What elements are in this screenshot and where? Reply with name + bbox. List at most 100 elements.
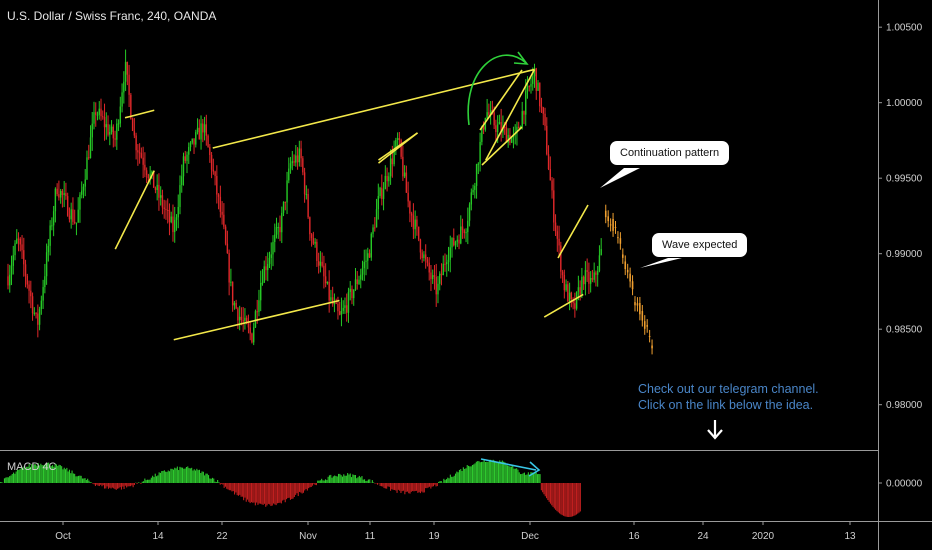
- macd-bar: [388, 483, 390, 487]
- macd-bar: [466, 465, 468, 483]
- candle-body-334: [593, 272, 595, 280]
- candle-body-131: [237, 308, 239, 321]
- candle-body-307: [546, 125, 548, 155]
- macd-bar: [76, 476, 78, 483]
- candle-body-300: [533, 68, 536, 77]
- macd-bar: [517, 469, 519, 483]
- macd-bar: [1, 482, 3, 483]
- candle-body-278: [495, 125, 497, 132]
- macd-bar: [314, 483, 316, 485]
- candle-body-110: [200, 123, 202, 140]
- candle-body-201: [360, 274, 362, 280]
- macd-bar: [114, 483, 116, 490]
- note-line-1: Check out our telegram channel.: [638, 382, 819, 396]
- divergence-line: [480, 458, 537, 471]
- candle-body-47: [89, 137, 92, 159]
- macd-bar: [32, 465, 34, 483]
- candle-body-183: [328, 281, 330, 301]
- candle-body-263: [468, 204, 471, 221]
- macd-bar: [286, 483, 288, 500]
- candle-body-30: [59, 190, 62, 198]
- candle-body-88: [161, 195, 164, 208]
- candle-body-132: [238, 316, 241, 321]
- macd-bar: [561, 483, 563, 516]
- y-tick-label-5: 0.98000: [886, 400, 923, 411]
- macd-bar: [152, 475, 154, 483]
- macd-bar: [153, 477, 155, 483]
- macd-bar: [348, 474, 350, 483]
- macd-bar: [183, 468, 185, 483]
- candle-body-36: [70, 209, 72, 220]
- callout-wave-expected: Wave expected: [652, 233, 748, 257]
- candle-body-159: [286, 180, 288, 203]
- macd-bar: [456, 471, 458, 483]
- macd-bar: [117, 483, 119, 489]
- candle-body-108: [196, 127, 199, 133]
- macd-bar: [254, 483, 256, 506]
- candle-body-194: [347, 291, 350, 313]
- macd-bar: [520, 474, 522, 483]
- macd-bar: [221, 483, 223, 484]
- macd-bar: [444, 480, 446, 483]
- macd-bar: [93, 483, 95, 485]
- candle-body-144: [260, 282, 262, 301]
- down-arrow-head: [707, 429, 723, 440]
- candle-body-199: [356, 279, 358, 284]
- macd-bar: [287, 483, 289, 499]
- macd-bar: [321, 478, 323, 483]
- macd-bar: [224, 483, 226, 487]
- macd-bar: [143, 481, 145, 483]
- macd-bar: [131, 483, 133, 486]
- macd-bar: [369, 479, 371, 483]
- macd-bar: [570, 483, 572, 517]
- macd-bar: [382, 483, 384, 487]
- macd-bar: [109, 483, 111, 488]
- macd-bar: [569, 483, 571, 517]
- projection-candle: [609, 224, 612, 226]
- macd-bar: [166, 471, 168, 483]
- candle-body-101: [184, 156, 186, 161]
- macd-bar: [124, 483, 126, 486]
- macd-bar: [6, 477, 8, 483]
- macd-bar: [49, 465, 51, 483]
- macd-bar: [426, 483, 428, 489]
- macd-bar: [560, 483, 562, 515]
- macd-bar: [484, 461, 486, 483]
- macd-bar: [418, 483, 420, 493]
- macd-bar: [360, 477, 362, 483]
- candle-body-26: [52, 211, 55, 226]
- candle-body-95: [174, 219, 176, 233]
- macd-bar: [54, 463, 56, 483]
- candle-body-15: [33, 312, 36, 314]
- candle-body-64: [119, 106, 122, 124]
- macd-bar: [356, 478, 358, 483]
- macd-bar: [299, 483, 301, 492]
- candle-body-323: [574, 303, 576, 309]
- wedge-upper-line: [557, 204, 589, 259]
- candle-body-154: [277, 227, 279, 229]
- projection-candle: [643, 321, 646, 329]
- macd-bar: [559, 483, 561, 514]
- candle-body-169: [303, 172, 306, 195]
- macd-bar: [354, 474, 356, 483]
- candle-body-29: [58, 194, 60, 198]
- macd-bar: [334, 475, 336, 483]
- candle-body-206: [368, 253, 371, 258]
- macd-bar: [59, 465, 61, 483]
- candle-body-338: [600, 249, 602, 256]
- candle-body-220: [393, 150, 395, 165]
- candle-body-214: [382, 189, 385, 199]
- macd-bar: [432, 483, 434, 487]
- candle-body-85: [156, 184, 158, 191]
- chart-title: U.S. Dollar / Swiss Franc, 240, OANDA: [7, 9, 217, 23]
- candle-body-175: [314, 241, 316, 244]
- candle-body-136: [245, 317, 248, 324]
- macd-bar: [167, 470, 169, 483]
- candle-body-163: [293, 161, 295, 163]
- macd-bar: [449, 474, 451, 483]
- macd-bar: [397, 483, 399, 490]
- candle-body-303: [539, 82, 541, 107]
- candle-body-203: [363, 261, 365, 269]
- macd-bar: [16, 469, 18, 483]
- candle-body-245: [437, 283, 439, 295]
